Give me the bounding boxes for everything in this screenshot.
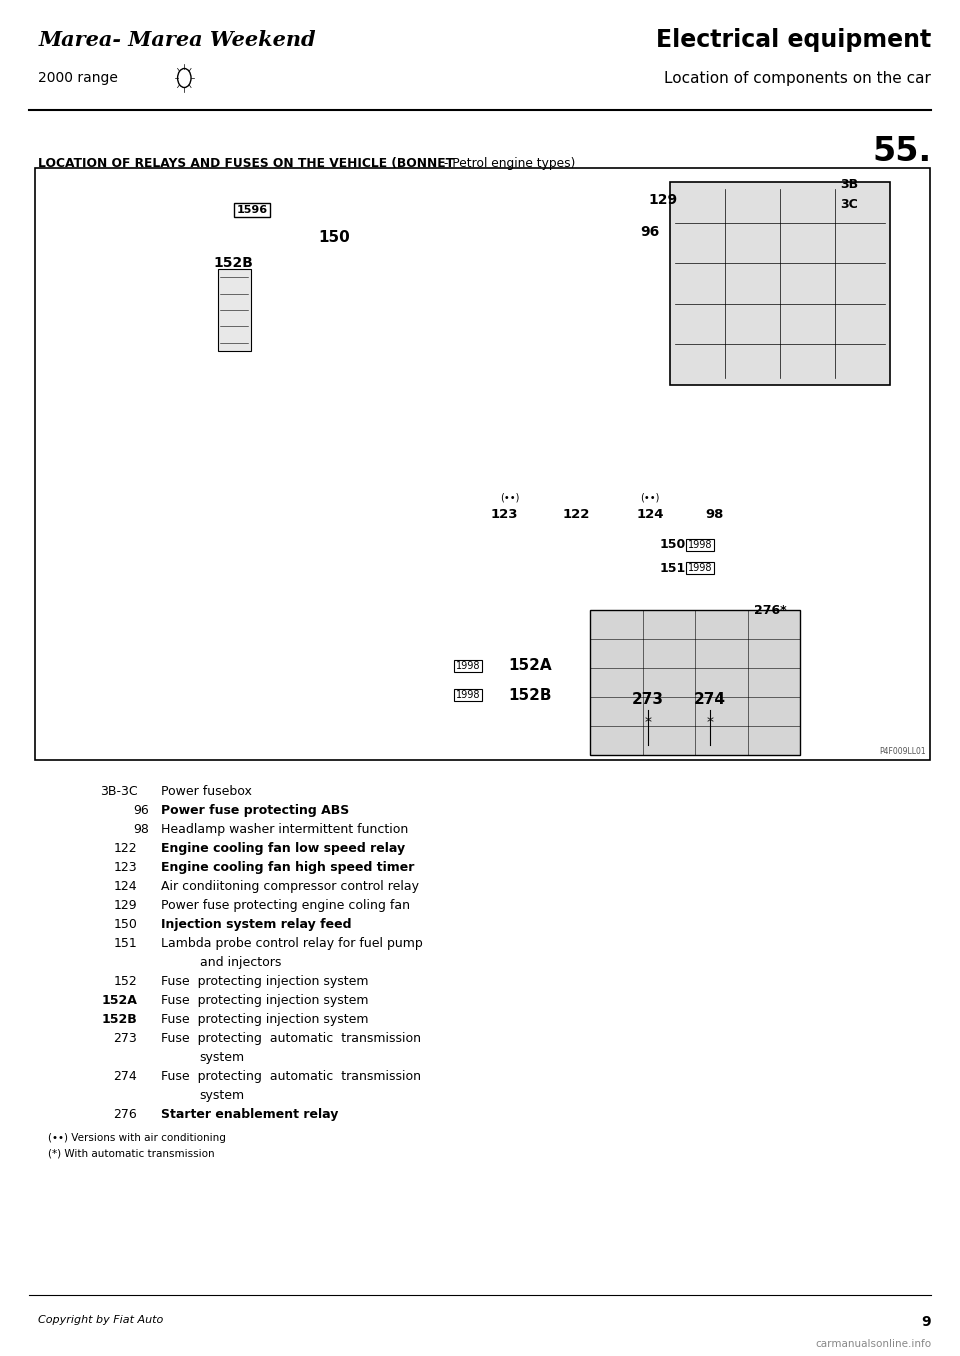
Text: Marea- Marea Weekend: Marea- Marea Weekend bbox=[38, 30, 316, 50]
Text: 1596: 1596 bbox=[236, 205, 268, 216]
Text: 152B: 152B bbox=[508, 687, 551, 702]
Text: Starter enablement relay: Starter enablement relay bbox=[161, 1108, 339, 1121]
Text: (••): (••) bbox=[500, 494, 519, 503]
Text: system: system bbox=[200, 1089, 245, 1102]
Text: 122: 122 bbox=[563, 507, 589, 521]
Text: 1998: 1998 bbox=[687, 540, 712, 551]
Text: Location of components on the car: Location of components on the car bbox=[664, 71, 931, 85]
Text: Engine cooling fan high speed timer: Engine cooling fan high speed timer bbox=[161, 861, 415, 875]
Text: Engine cooling fan low speed relay: Engine cooling fan low speed relay bbox=[161, 842, 405, 856]
Text: Air condiitoning compressor control relay: Air condiitoning compressor control rela… bbox=[161, 880, 420, 894]
Text: Fuse  protecting injection system: Fuse protecting injection system bbox=[161, 1013, 369, 1026]
Text: 55.: 55. bbox=[872, 136, 931, 168]
Text: Injection system relay feed: Injection system relay feed bbox=[161, 918, 351, 932]
Text: P4F009LL01: P4F009LL01 bbox=[878, 747, 925, 755]
Text: Fuse  protecting  automatic  transmission: Fuse protecting automatic transmission bbox=[161, 1070, 421, 1083]
Bar bbox=[35, 168, 930, 759]
Text: 1998: 1998 bbox=[456, 660, 480, 671]
Text: 129: 129 bbox=[648, 193, 677, 207]
Text: 1998: 1998 bbox=[687, 563, 712, 574]
Text: 274: 274 bbox=[113, 1070, 137, 1083]
Bar bbox=[670, 182, 890, 385]
Text: 98: 98 bbox=[132, 823, 149, 837]
Text: Fuse  protecting injection system: Fuse protecting injection system bbox=[161, 994, 369, 1008]
Text: 273: 273 bbox=[113, 1032, 137, 1045]
Text: 123: 123 bbox=[491, 507, 517, 521]
Text: (••) Versions with air conditioning: (••) Versions with air conditioning bbox=[48, 1132, 226, 1143]
Text: - Petrol engine types): - Petrol engine types) bbox=[440, 157, 575, 170]
Text: 152A: 152A bbox=[102, 994, 137, 1008]
Text: 150: 150 bbox=[660, 538, 686, 552]
Text: Electrical equipment: Electrical equipment bbox=[656, 28, 931, 52]
Text: 3B-3C: 3B-3C bbox=[100, 785, 137, 797]
Text: 274: 274 bbox=[694, 693, 726, 708]
Text: (••): (••) bbox=[640, 494, 660, 503]
Text: Power fusebox: Power fusebox bbox=[161, 785, 252, 797]
Text: 150: 150 bbox=[318, 231, 349, 245]
Text: 152B: 152B bbox=[213, 256, 252, 270]
Text: *: * bbox=[707, 715, 713, 730]
Bar bbox=[218, 270, 252, 351]
Text: 273: 273 bbox=[632, 693, 664, 708]
Text: (*) With automatic transmission: (*) With automatic transmission bbox=[48, 1149, 215, 1159]
Text: LOCATION OF RELAYS AND FUSES ON THE VEHICLE (BONNET: LOCATION OF RELAYS AND FUSES ON THE VEHI… bbox=[38, 157, 454, 170]
Text: Copyright by Fiat Auto: Copyright by Fiat Auto bbox=[38, 1315, 163, 1325]
Bar bbox=[590, 610, 800, 755]
Text: 129: 129 bbox=[113, 899, 137, 913]
Text: 1998: 1998 bbox=[456, 690, 480, 700]
Text: 123: 123 bbox=[113, 861, 137, 875]
Text: 3B: 3B bbox=[840, 179, 858, 191]
Text: and injectors: and injectors bbox=[200, 956, 281, 970]
Text: 2000 range: 2000 range bbox=[38, 71, 118, 85]
Text: 96: 96 bbox=[133, 804, 149, 818]
Text: 151: 151 bbox=[660, 561, 686, 575]
Text: *: * bbox=[644, 715, 652, 730]
Text: 276: 276 bbox=[113, 1108, 137, 1121]
Text: 9: 9 bbox=[922, 1315, 931, 1329]
Text: 152: 152 bbox=[113, 975, 137, 989]
Text: 96: 96 bbox=[640, 225, 660, 239]
Text: 3C: 3C bbox=[840, 198, 857, 212]
Text: Headlamp washer intermittent function: Headlamp washer intermittent function bbox=[161, 823, 409, 837]
Text: carmanualsonline.info: carmanualsonline.info bbox=[815, 1340, 931, 1349]
Text: 152B: 152B bbox=[102, 1013, 137, 1026]
Text: 150: 150 bbox=[113, 918, 137, 932]
Text: 122: 122 bbox=[113, 842, 137, 856]
Text: Lambda probe control relay for fuel pump: Lambda probe control relay for fuel pump bbox=[161, 937, 423, 951]
Text: 152A: 152A bbox=[508, 659, 552, 674]
Text: Fuse  protecting  automatic  transmission: Fuse protecting automatic transmission bbox=[161, 1032, 421, 1045]
Text: Fuse  protecting injection system: Fuse protecting injection system bbox=[161, 975, 369, 989]
Text: 98: 98 bbox=[706, 507, 724, 521]
Text: Power fuse protecting ABS: Power fuse protecting ABS bbox=[161, 804, 349, 818]
Text: 124: 124 bbox=[113, 880, 137, 894]
Text: Power fuse protecting engine coling fan: Power fuse protecting engine coling fan bbox=[161, 899, 410, 913]
Text: 276*: 276* bbox=[754, 603, 786, 617]
Text: 124: 124 bbox=[636, 507, 663, 521]
Text: system: system bbox=[200, 1051, 245, 1064]
Text: 151: 151 bbox=[113, 937, 137, 951]
